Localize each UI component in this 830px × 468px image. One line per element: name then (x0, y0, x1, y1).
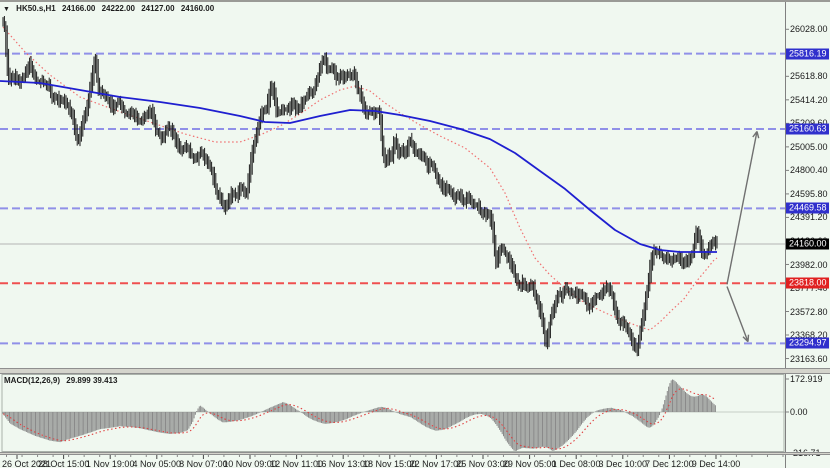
price-level-badge: 25816.19 (786, 48, 829, 60)
symbol-label[interactable]: HK50.s,H1 (16, 4, 56, 13)
macd-histogram (2, 379, 716, 451)
time-axis-label: 12 Nov 11:00 (270, 459, 324, 468)
price-tick-label: 24800.40 (790, 165, 828, 176)
macd-tick-label: 0.00 (790, 407, 808, 417)
price-tick-label: 25618.80 (790, 71, 828, 82)
price-tick-label: 26028.00 (790, 24, 828, 35)
price-tick-label: 23163.60 (790, 353, 828, 364)
macd-tick-label: 172.919 (790, 374, 823, 384)
time-axis-label: 28 Oct 15:00 (37, 459, 90, 468)
macd-name: MACD(12,26,9) (4, 376, 61, 385)
panel-divider-macd[interactable] (0, 452, 830, 455)
price-tick-label: 23572.80 (790, 306, 828, 317)
price-tick-label: 24595.80 (790, 188, 828, 199)
ma-fast-dotted-line (2, 26, 718, 331)
ohlc-open: 24166.00 (61, 4, 96, 13)
macd-signal-line (2, 388, 716, 450)
price-tick-label: 24391.20 (790, 212, 828, 223)
macd-panel-border (1, 374, 785, 452)
time-axis-label: 3 Dec 10:00 (598, 459, 648, 468)
symbol-dropdown-icon[interactable]: ▼ (3, 6, 10, 13)
symbol-header: ▼ HK50.s,H1 24166.00 24222.00 24127.00 2… (3, 4, 218, 13)
macd-indicator-label: MACD(12,26,9) 29.899 39.413 (4, 376, 121, 385)
forecast-arrow-up (726, 130, 760, 285)
price-tick-label: 23368.20 (790, 330, 828, 340)
time-axis-label: 22 Nov 17:00 (409, 459, 464, 468)
time-axis-label: 25 Nov 03:00 (456, 459, 510, 468)
price-tick-label: 25005.00 (790, 141, 828, 152)
price-level-badge: 25160.63 (786, 123, 829, 135)
time-axis-label: 18 Nov 15:00 (363, 459, 417, 468)
ohlc-high: 24222.00 (101, 4, 135, 13)
time-axis-label: 4 Nov 05:00 (132, 459, 182, 468)
price-level-badge: 23818.00 (786, 277, 829, 289)
time-axis-label: 16 Nov 13:00 (316, 459, 370, 468)
time-axis-label: 8 Nov 07:00 (179, 459, 228, 468)
forecast-arrow-down (726, 286, 750, 343)
price-level-badge: 24160.00 (786, 238, 829, 250)
price-level-badge: 24469.58 (786, 202, 829, 214)
price-tick-label: 23982.00 (790, 259, 828, 270)
price-tick-label: 25209.60 (790, 118, 828, 128)
ma-slow-blue-line (0, 80, 717, 253)
time-axis-label: 1 Dec 08:00 (551, 459, 601, 468)
ohlc-low: 24127.00 (141, 4, 175, 13)
price-tick-label: 25414.20 (790, 94, 828, 105)
macd-values: 29.899 39.413 (66, 376, 118, 385)
time-axis-label: 26 Oct 2021 (2, 459, 52, 468)
price-level-badge: 23294.97 (786, 337, 829, 349)
time-axis-label: 10 Nov 09:00 (223, 459, 277, 468)
time-axis-label: 1 Nov 19:00 (85, 459, 135, 468)
price-series-candles (2, 16, 718, 357)
time-axis-label: 7 Dec 12:00 (645, 459, 694, 468)
time-axis-label: 29 Nov 05:00 (502, 459, 557, 468)
panel-divider-main[interactable] (0, 368, 830, 374)
ohlc-close: 24160.00 (180, 4, 215, 13)
time-axis-label: 9 Dec 14:00 (691, 459, 741, 468)
